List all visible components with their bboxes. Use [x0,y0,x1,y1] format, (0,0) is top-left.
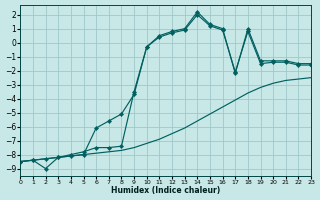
X-axis label: Humidex (Indice chaleur): Humidex (Indice chaleur) [111,186,220,195]
